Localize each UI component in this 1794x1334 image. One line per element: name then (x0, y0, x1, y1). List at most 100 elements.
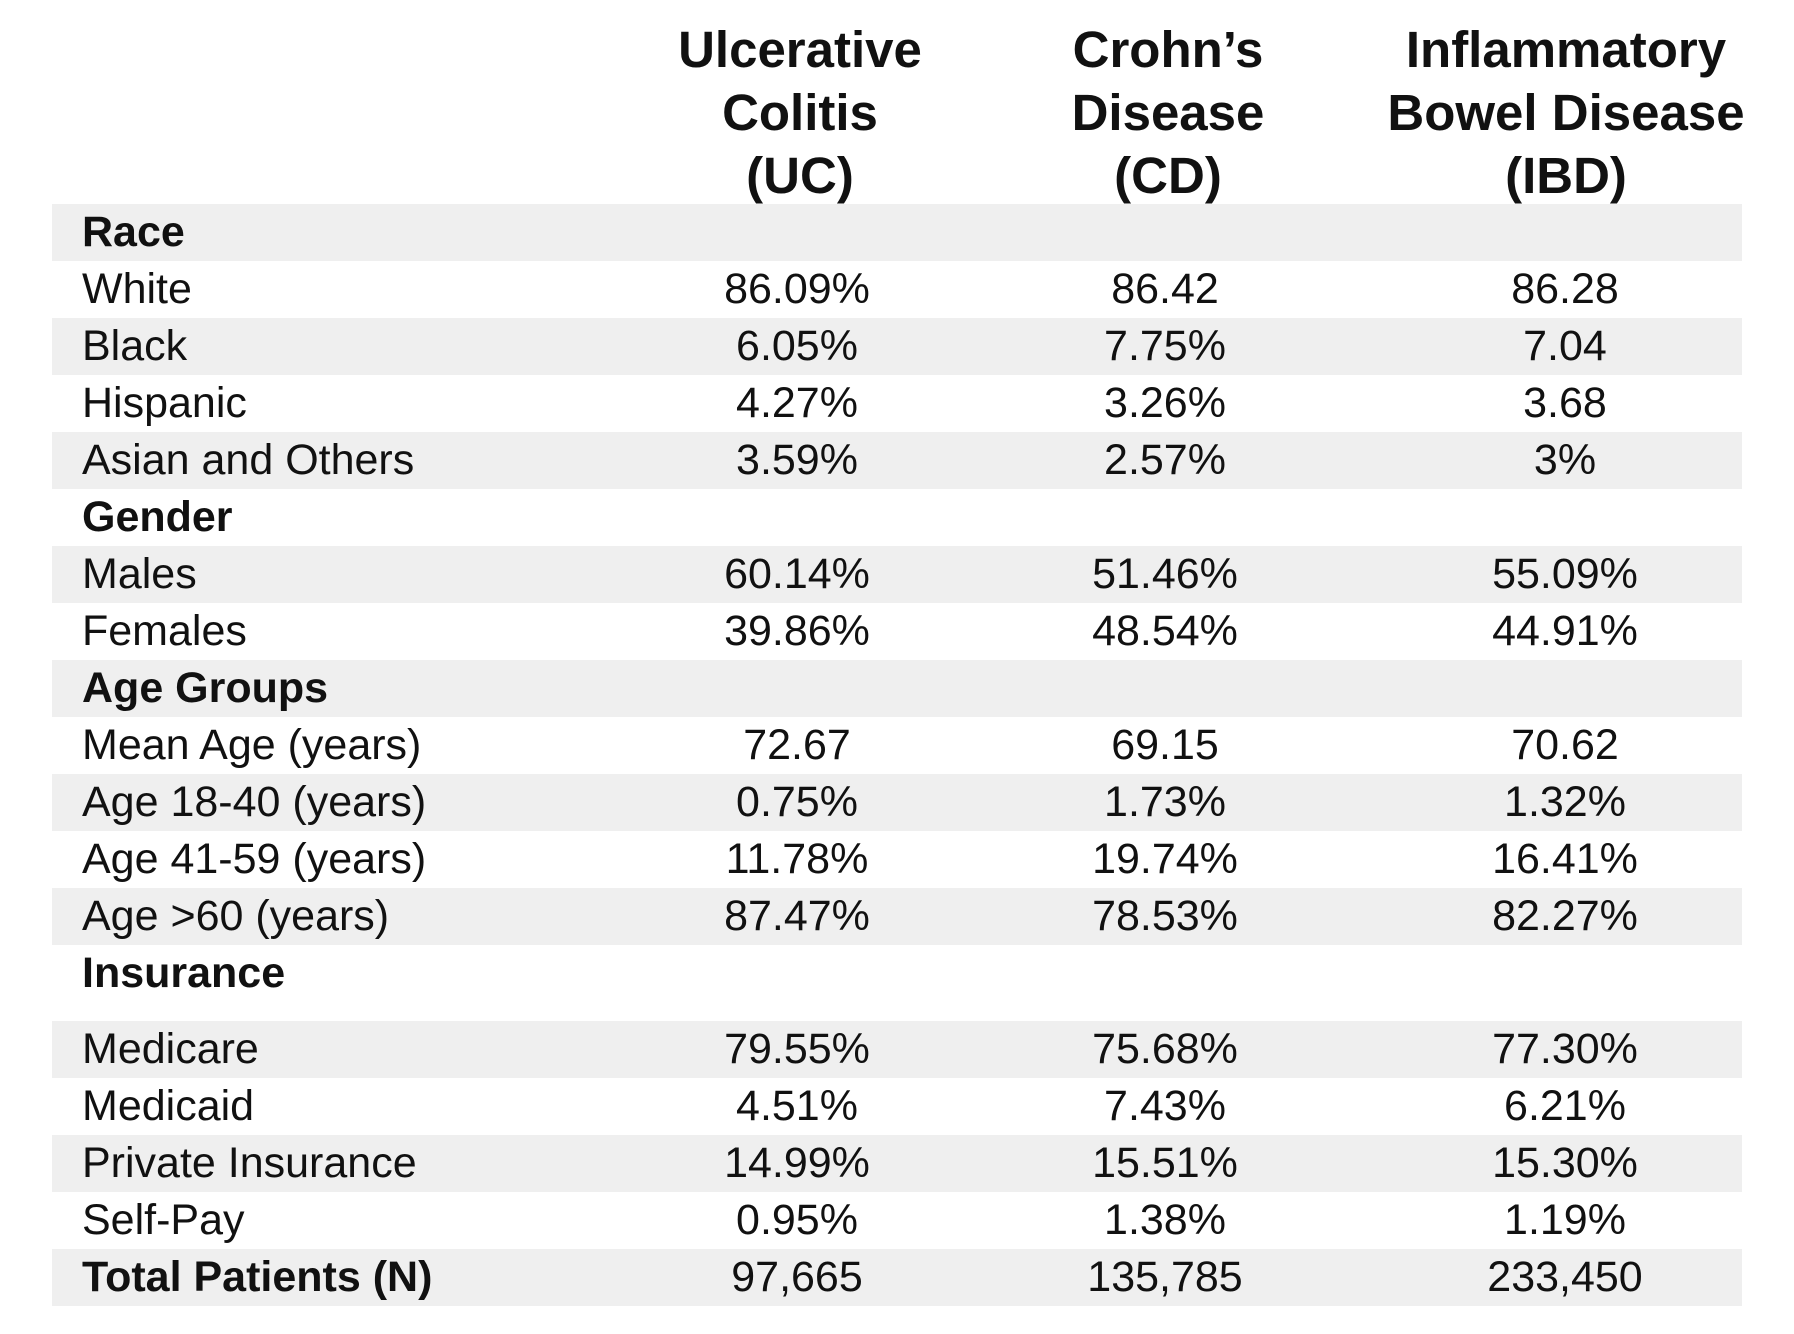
table-row: Age >60 (years) 87.47% 78.53% 82.27% (52, 888, 1742, 945)
table-cell: 79.55% (724, 1025, 870, 1073)
table-cell: 15.51% (1092, 1139, 1238, 1187)
column-header-line: Inflammatory (1405, 21, 1727, 78)
row-label: Asian and Others (82, 436, 415, 484)
column-header-uc: Ulcerative Colitis (UC) (550, 18, 1050, 207)
table-cell: 44.91% (1492, 607, 1638, 655)
table-cell: 4.27% (736, 379, 858, 427)
table-row: Medicare 79.55% 75.68% 77.30% (52, 1021, 1742, 1078)
table-cell: 1.38% (1104, 1196, 1226, 1244)
table-cell (1315, 660, 1794, 717)
table-cell: 7.43% (1104, 1082, 1226, 1130)
table-cell: 14.99% (724, 1139, 870, 1187)
table-row: Age 41-59 (years) 11.78% 19.74% 16.41% (52, 831, 1742, 888)
table-cell: 87.47% (724, 892, 870, 940)
column-header-line: Bowel Disease (1387, 84, 1745, 141)
table-cell: 3.26% (1104, 379, 1226, 427)
column-header-cd: Crohn’s Disease (CD) (918, 18, 1418, 207)
table-cell: 2.57% (1104, 436, 1226, 484)
table-row: Hispanic 4.27% 3.26% 3.68 (52, 375, 1742, 432)
table-cell: 6.21% (1504, 1082, 1626, 1130)
table-cell: 3% (1533, 436, 1597, 484)
column-header-line: (IBD) (1505, 147, 1627, 204)
row-label: Private Insurance (82, 1139, 417, 1187)
table-row: White 86.09% 86.42 86.28 (52, 261, 1742, 318)
row-label: Self-Pay (82, 1196, 245, 1244)
row-label: Females (82, 607, 247, 655)
table-cell: 19.74% (1092, 835, 1238, 883)
table-row: Asian and Others 3.59% 2.57% 3% (52, 432, 1742, 489)
table-cell: 3.59% (736, 436, 858, 484)
table-row: Self-Pay 0.95% 1.38% 1.19% (52, 1192, 1742, 1249)
table-cell: 69.15 (1111, 721, 1219, 769)
row-label: Age >60 (years) (82, 892, 390, 940)
section-label: Race (82, 208, 185, 256)
table-cell: 77.30% (1492, 1025, 1638, 1073)
table-cell: 82.27% (1492, 892, 1638, 940)
table-cell: 39.86% (724, 607, 870, 655)
column-header-line: Disease (1071, 84, 1265, 141)
column-header-line: Ulcerative (678, 21, 922, 78)
column-header-line: (CD) (1114, 147, 1222, 204)
section-label: Insurance (82, 949, 286, 997)
table-body: Race White 86.09% 86.42 86.28 Black 6.05% 7.75%… (52, 204, 1742, 1306)
table-row: Males 60.14% 51.46% 55.09% (52, 546, 1742, 603)
table-cell (1315, 204, 1794, 261)
row-label: Mean Age (years) (82, 721, 422, 769)
table-cell: 78.53% (1092, 892, 1238, 940)
table-cell: 75.68% (1092, 1025, 1238, 1073)
section-row: Race (52, 204, 1742, 261)
table-cell: 51.46% (1092, 550, 1238, 598)
table-cell: 15.30% (1492, 1139, 1638, 1187)
table-cell: 86.42 (1111, 265, 1219, 313)
table-row: Black 6.05% 7.75% 7.04 (52, 318, 1742, 375)
section-label: Age Groups (82, 664, 329, 712)
row-label: Medicare (82, 1025, 259, 1073)
row-label: Hispanic (82, 379, 247, 427)
table-cell: 97,665 (731, 1253, 863, 1301)
column-header-ibd: Inflammatory Bowel Disease (IBD) (1316, 18, 1794, 207)
table-row: Mean Age (years) 72.67 69.15 70.62 (52, 717, 1742, 774)
table-cell: 72.67 (743, 721, 851, 769)
row-label: Medicaid (82, 1082, 255, 1130)
table-row: Females 39.86% 48.54% 44.91% (52, 603, 1742, 660)
column-header-line: Colitis (722, 84, 878, 141)
column-header-line: (UC) (746, 147, 854, 204)
table-cell: 86.09% (724, 265, 870, 313)
table-cell: 4.51% (736, 1082, 858, 1130)
row-label: Males (82, 550, 197, 598)
section-row: Age Groups (52, 660, 1742, 717)
table-row: Age 18-40 (years) 0.75% 1.73% 1.32% (52, 774, 1742, 831)
table-cell: 1.19% (1504, 1196, 1626, 1244)
row-label: Black (82, 322, 188, 370)
table-row: Private Insurance 14.99% 15.51% 15.30% (52, 1135, 1742, 1192)
demographics-table: Ulcerative Colitis (UC) Crohn’s Disease … (52, 18, 1745, 1306)
table-cell: 6.05% (736, 322, 858, 370)
table-cell: 55.09% (1492, 550, 1638, 598)
section-row: Insurance (52, 945, 1742, 1021)
section-label: Total Patients (N) (82, 1253, 433, 1301)
table-row: Medicaid 4.51% 7.43% 6.21% (52, 1078, 1742, 1135)
row-label: White (82, 265, 192, 313)
section-row: Total Patients (N) 97,665 135,785 233,450 (52, 1249, 1742, 1306)
table-cell: 60.14% (724, 550, 870, 598)
section-label: Gender (82, 493, 233, 541)
table-cell: 0.75% (736, 778, 858, 826)
table-cell (1315, 489, 1794, 546)
table-cell: 86.28 (1511, 265, 1619, 313)
table-cell: 1.32% (1504, 778, 1626, 826)
section-row: Gender (52, 489, 1742, 546)
table-cell: 11.78% (725, 835, 869, 883)
table-cell: 7.04 (1523, 322, 1607, 370)
table-cell: 3.68 (1523, 379, 1607, 427)
table-cell: 233,450 (1487, 1253, 1643, 1301)
table-cell: 135,785 (1087, 1253, 1243, 1301)
table-cell: 48.54% (1092, 607, 1238, 655)
table-cell: 7.75% (1104, 322, 1226, 370)
table-cell: 70.62 (1511, 721, 1619, 769)
table-cell: 0.95% (736, 1196, 858, 1244)
column-header-line: Crohn’s (1072, 21, 1264, 78)
table-cell (1315, 945, 1794, 1002)
table-cell: 16.41% (1492, 835, 1638, 883)
row-label: Age 41-59 (years) (82, 835, 427, 883)
row-label: Age 18-40 (years) (82, 778, 427, 826)
